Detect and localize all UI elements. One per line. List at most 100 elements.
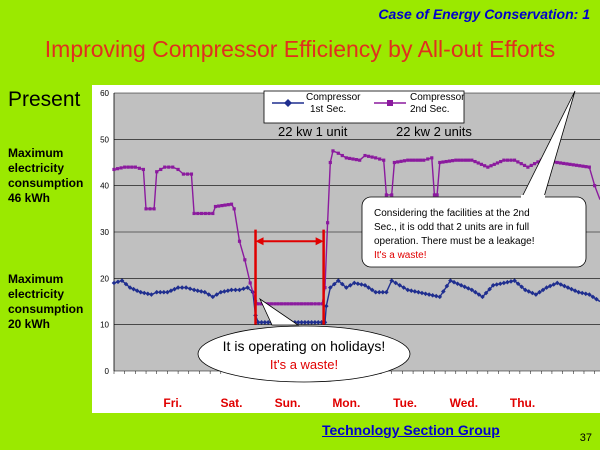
series-1-point — [590, 294, 596, 300]
present-label: Present — [8, 88, 81, 111]
series-2-point — [317, 302, 321, 306]
series-1-point — [265, 320, 271, 325]
series-2-point — [483, 164, 487, 168]
series-1-point — [259, 320, 264, 325]
series-1-point — [408, 288, 414, 293]
series-2-point — [344, 156, 348, 160]
series-2-point — [422, 158, 426, 162]
series-2-point — [266, 302, 270, 306]
y-tick-label-10: 10 — [100, 321, 109, 330]
leakage-text-line3: operation. There must be a leakage! — [374, 236, 534, 247]
series-1-point — [397, 282, 403, 288]
series-1-point — [141, 290, 147, 296]
series-2-point — [565, 162, 569, 166]
series-2-point — [213, 204, 218, 209]
day-labels: Fri. Sat. Sun. Mon. Tue. Wed. Thu. — [163, 396, 535, 410]
y-tick-label-0: 0 — [105, 367, 110, 376]
series-1-point — [547, 283, 553, 289]
series-2-point — [185, 172, 190, 176]
series-2-point — [555, 160, 559, 165]
series-1-point — [490, 282, 496, 288]
series-2-point — [155, 170, 159, 174]
series-1-point — [462, 284, 468, 290]
series-1-point — [508, 279, 514, 284]
leakage-callout-joint — [521, 195, 545, 199]
series-2-point — [519, 162, 523, 166]
series-2-point — [384, 193, 388, 197]
series-2-point — [256, 302, 260, 306]
series-2-point — [171, 165, 175, 169]
series-2-point — [163, 165, 167, 169]
series-2-point — [460, 158, 464, 162]
series-2-point — [492, 162, 496, 166]
series-2-point — [310, 302, 314, 306]
series-1-point — [412, 289, 418, 294]
series-2-point — [402, 159, 406, 163]
series-2-point — [237, 239, 242, 243]
max-46-line4: 46 kWh — [8, 191, 51, 205]
series-1-point — [562, 283, 567, 289]
series-1-point — [473, 289, 478, 295]
series-1-point — [441, 289, 446, 294]
series-2-point — [220, 203, 224, 208]
series-1-point — [465, 286, 471, 291]
series-1-point — [569, 286, 574, 292]
series-2-point — [526, 165, 530, 169]
series-2-point — [558, 161, 563, 165]
series-1-point — [405, 287, 411, 293]
y-axis: 0 10 20 30 40 50 60 — [100, 89, 115, 376]
legend-label-2nd-line1: Compressor — [410, 92, 465, 103]
footer-group-link[interactable]: Technology Section Group — [322, 422, 500, 438]
compressor-chart: 0 10 20 30 40 50 60 Compressor 1st Sec. Compre… — [92, 85, 600, 413]
series-1-point — [229, 287, 234, 293]
series-2-point — [495, 161, 500, 165]
series-2-point — [126, 165, 130, 169]
series-1-point — [241, 286, 246, 292]
day-label-thu: Thu. — [510, 396, 535, 410]
series-2-point — [303, 302, 307, 306]
series-1-point — [309, 320, 314, 325]
series-1-point — [302, 320, 308, 325]
max-46-line2: electricity — [8, 161, 65, 175]
series-2-point — [454, 158, 458, 162]
series-2-point — [532, 162, 537, 166]
series-1-point — [384, 289, 389, 295]
series-2-point — [409, 158, 413, 162]
series-2-point — [412, 158, 416, 162]
series-1-point — [352, 280, 357, 286]
series-1-point — [515, 281, 521, 287]
holiday-arrowhead-left — [255, 237, 264, 246]
series-1-point — [505, 279, 510, 285]
max-20-line4: 20 kWh — [8, 317, 51, 331]
series-2-point — [313, 302, 317, 306]
series-2-point — [473, 159, 477, 164]
series-2-point — [571, 163, 575, 167]
series-2-point — [248, 281, 252, 285]
holiday-callout: It is operating on holidays! It's a wast… — [197, 297, 411, 383]
series-1-point — [299, 320, 304, 325]
series-2-point — [574, 163, 579, 167]
series-2-point — [418, 158, 423, 162]
holiday-callout-pointer — [259, 297, 300, 326]
series-2-point — [203, 211, 207, 216]
series-1-point — [444, 283, 450, 289]
series-2-point — [289, 302, 294, 306]
legend-marker-2nd — [387, 100, 393, 106]
series-1-point — [323, 303, 329, 309]
series-2-point — [299, 302, 304, 306]
series-2-point — [232, 207, 236, 211]
series-2-point — [148, 207, 152, 211]
series-2-point — [167, 165, 171, 169]
series-1-point — [198, 289, 204, 294]
series-2-point — [243, 258, 247, 262]
case-title: Case of Energy Conservation: 1 — [378, 6, 590, 22]
series-2-point — [273, 302, 277, 306]
series-2-point — [133, 165, 137, 169]
series-1-point — [312, 320, 318, 325]
max-46-line3: consumption — [8, 176, 84, 190]
series-2-point — [415, 158, 419, 162]
series-1-point — [179, 285, 185, 290]
series-2-point — [363, 153, 367, 158]
series-2-point — [499, 159, 503, 164]
series-2-point — [293, 302, 297, 306]
